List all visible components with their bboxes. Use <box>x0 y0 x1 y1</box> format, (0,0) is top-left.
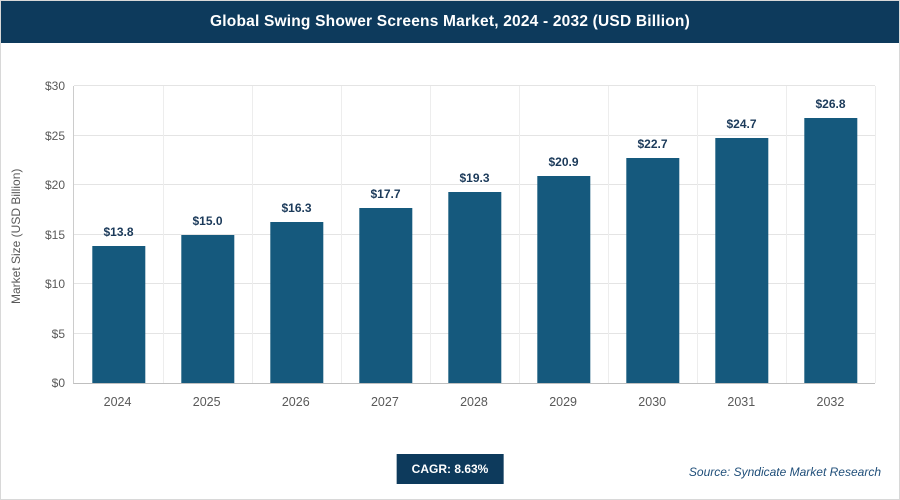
y-axis-tick-label: $0 <box>51 376 65 390</box>
h-gridline <box>74 134 875 136</box>
bar-column: $15.0 <box>163 86 252 383</box>
bar-column: $13.8 <box>74 86 163 383</box>
bar-column: $19.3 <box>430 86 519 383</box>
bar-column: $20.9 <box>519 86 608 383</box>
x-axis-tick-label: 2029 <box>549 395 577 409</box>
y-axis-tick-label: $5 <box>51 326 65 341</box>
bar-value-label: $15.0 <box>192 213 223 228</box>
bar-value-label: $24.7 <box>726 117 757 132</box>
v-gridline <box>875 86 876 383</box>
y-axis-title: Market Size (USD Billion) <box>9 168 23 304</box>
v-gridline <box>607 86 609 383</box>
x-axis-tick-label: 2025 <box>192 395 221 409</box>
v-gridline <box>340 86 342 383</box>
bar-2031 <box>714 138 769 383</box>
x-axis-tick-label: 2031 <box>727 395 756 409</box>
v-gridline <box>252 86 253 383</box>
y-axis-tick-label: $25 <box>44 128 65 143</box>
h-gridline <box>74 184 875 185</box>
plot-area: $0 $5 $10 $15 $20 $25 $30 $13.8 $15.0 $16.3 $17.7 $… <box>45 79 876 390</box>
bar-column: $17.7 <box>341 86 430 383</box>
bar-2025 <box>180 234 235 383</box>
bar-value-label: $26.8 <box>815 96 846 111</box>
h-gridline <box>74 85 875 86</box>
v-gridline <box>786 86 787 383</box>
y-axis-tick-label: $10 <box>44 277 65 291</box>
bar-2024 <box>91 246 146 383</box>
y-axis-tick-label: $15 <box>44 227 65 242</box>
cagr-badge: CAGR: 8.63% <box>396 454 504 484</box>
bar-value-label: $19.3 <box>459 170 490 185</box>
x-axis-tick-label: 2030 <box>638 395 667 409</box>
bar-2027 <box>358 207 413 383</box>
x-axis-tick-label: 2026 <box>281 395 310 409</box>
bar-column: $22.7 <box>608 86 697 383</box>
y-axis-tick-label: $20 <box>44 178 65 192</box>
bar-column: $26.8 <box>786 86 875 383</box>
bar-2026 <box>269 221 324 383</box>
bar-value-label: $22.7 <box>637 137 668 152</box>
bar-2030 <box>625 158 680 383</box>
y-axis-tick-label: $30 <box>44 79 65 93</box>
v-gridline <box>519 86 520 383</box>
v-gridline <box>697 86 698 383</box>
bars-container: $13.8 $15.0 $16.3 $17.7 $19.3 $20.9 $22.7 $24.7… <box>74 86 875 383</box>
bar-value-label: $17.7 <box>370 186 401 201</box>
x-axis-tick-label: 2028 <box>460 395 488 409</box>
bar-2028 <box>447 191 502 383</box>
bar-column: $24.7 <box>697 86 786 383</box>
bar-2029 <box>536 176 591 383</box>
chart-title-bar: Global Swing Shower Screens Market, 2024… <box>1 1 899 43</box>
source-note: Source: Syndicate Market Research <box>688 465 881 479</box>
bar-value-label: $13.8 <box>103 225 134 240</box>
x-axis-tick-label: 2032 <box>816 395 845 409</box>
v-gridline <box>163 86 164 383</box>
chart-title: Global Swing Shower Screens Market, 2024… <box>210 13 690 30</box>
bar-value-label: $16.3 <box>281 200 312 215</box>
bar-column: $16.3 <box>252 86 341 383</box>
x-axis-tick-label: 2027 <box>370 395 399 409</box>
x-axis-tick-row: 2024 2025 2026 2027 2028 2029 2030 2031 2032 <box>73 395 875 409</box>
v-gridline <box>430 86 431 383</box>
bar-2032 <box>803 117 858 383</box>
x-axis-tick-label: 2024 <box>103 395 132 409</box>
bar-value-label: $20.9 <box>548 155 579 170</box>
